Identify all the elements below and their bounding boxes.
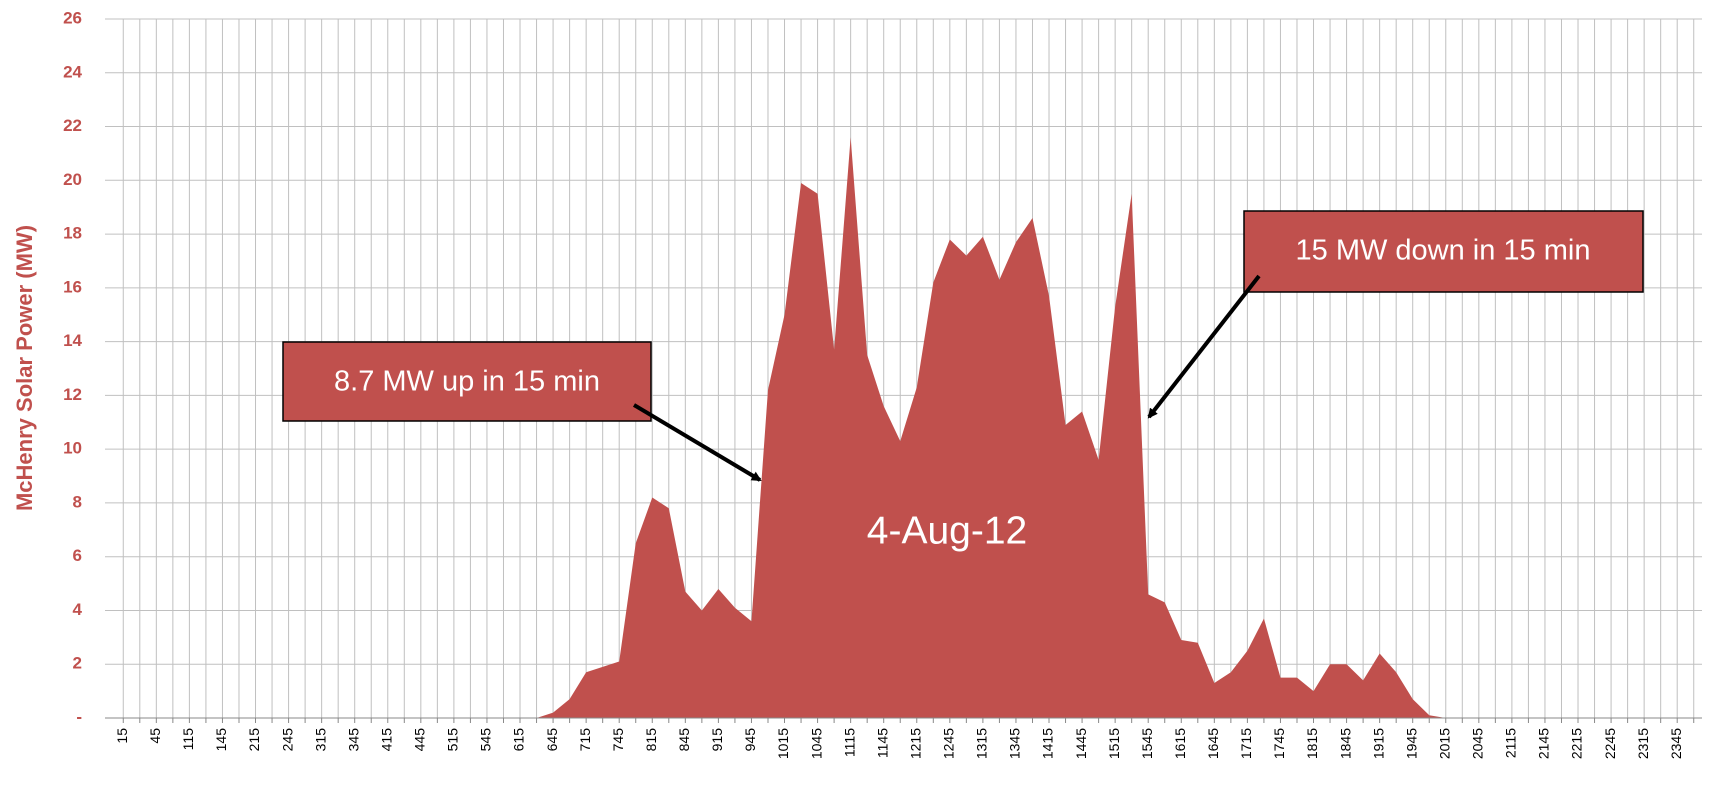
x-tick-label: 2315 [1635, 728, 1651, 759]
x-tick-label: 1515 [1106, 728, 1122, 759]
x-tick-label: 945 [742, 728, 758, 752]
x-tick-label: 1845 [1337, 728, 1353, 759]
x-tick-label: 1645 [1205, 728, 1221, 759]
x-tick-label: 145 [213, 728, 229, 752]
x-tick-label: 745 [610, 728, 626, 752]
y-tick-label: 6 [73, 546, 82, 565]
x-tick-label: 1015 [775, 728, 791, 759]
x-tick-label: 245 [279, 728, 295, 752]
y-tick-label: 24 [63, 62, 82, 81]
x-tick-label: 1945 [1403, 728, 1419, 759]
x-tick-label: 515 [445, 728, 461, 752]
y-tick-label: 26 [63, 8, 82, 27]
y-tick-label: - [76, 707, 82, 726]
y-tick-label: 12 [63, 385, 82, 404]
x-tick-label: 415 [378, 728, 394, 752]
x-tick-label: 1245 [941, 728, 957, 759]
x-tick-label: 1445 [1073, 728, 1089, 759]
x-tick-label: 715 [577, 728, 593, 752]
y-tick-label: 22 [63, 116, 82, 135]
x-tick-label: 345 [345, 728, 361, 752]
annotation-box [1243, 210, 1644, 293]
y-tick-label: 14 [63, 331, 82, 350]
x-tick-label: 1545 [1139, 728, 1155, 759]
x-tick-label: 1345 [1007, 728, 1023, 759]
y-tick-label: 16 [63, 277, 82, 296]
annotation-arrow [632, 403, 762, 482]
x-tick-label: 1045 [808, 728, 824, 759]
x-tick-label: 1215 [907, 728, 923, 759]
x-tick-label: 2045 [1470, 728, 1486, 759]
y-tick-label: 4 [73, 600, 83, 619]
annotation: 4-Aug-12 [867, 509, 1027, 552]
y-tick-label: 2 [73, 654, 82, 673]
annotation: 15 MW down in 15 min [1296, 235, 1591, 267]
x-tick-label: 915 [709, 728, 725, 752]
x-tick-label: 845 [676, 728, 692, 752]
x-tick-label: 2115 [1503, 728, 1519, 758]
x-tick-label: 1315 [974, 728, 990, 759]
x-tick-label: 1415 [1040, 728, 1056, 759]
x-tick-label: 1815 [1304, 728, 1320, 759]
x-tick-label: 1115 [841, 728, 857, 757]
y-tick-label: 20 [63, 170, 82, 189]
x-tick-label: 215 [246, 728, 262, 752]
x-tick-label: 2015 [1436, 728, 1452, 759]
x-tick-label: 1615 [1172, 728, 1188, 759]
y-axis-title: McHenry Solar Power (MW) [12, 225, 37, 511]
area [123, 137, 1694, 719]
annotation-box [282, 341, 652, 422]
x-tick-label: 545 [478, 728, 494, 752]
x-tick-label: 45 [147, 728, 163, 744]
x-tick-label: 445 [412, 728, 428, 752]
x-tick-label: 615 [511, 728, 527, 752]
y-tick-label: 18 [63, 224, 82, 243]
x-tick-label: 115 [180, 728, 196, 751]
x-tick-label: 1745 [1271, 728, 1287, 759]
annotation: 8.7 MW up in 15 min [334, 366, 600, 398]
x-tick-label: 2345 [1668, 728, 1684, 759]
x-tick-label: 315 [312, 728, 328, 752]
x-tick-label: 1915 [1370, 728, 1386, 759]
x-tick-label: 15 [114, 728, 130, 744]
x-tick-label: 2145 [1536, 728, 1552, 759]
x-tick-label: 2215 [1569, 728, 1585, 759]
annotation-arrow [1147, 274, 1261, 419]
x-tick-label: 1145 [874, 728, 890, 758]
y-tick-label: 10 [63, 439, 82, 458]
x-tick-label: 1715 [1238, 728, 1254, 759]
y-tick-label: 8 [73, 492, 82, 511]
x-tick-label: 815 [643, 728, 659, 752]
x-tick-label: 2245 [1602, 728, 1618, 759]
x-tick-label: 645 [544, 728, 560, 752]
